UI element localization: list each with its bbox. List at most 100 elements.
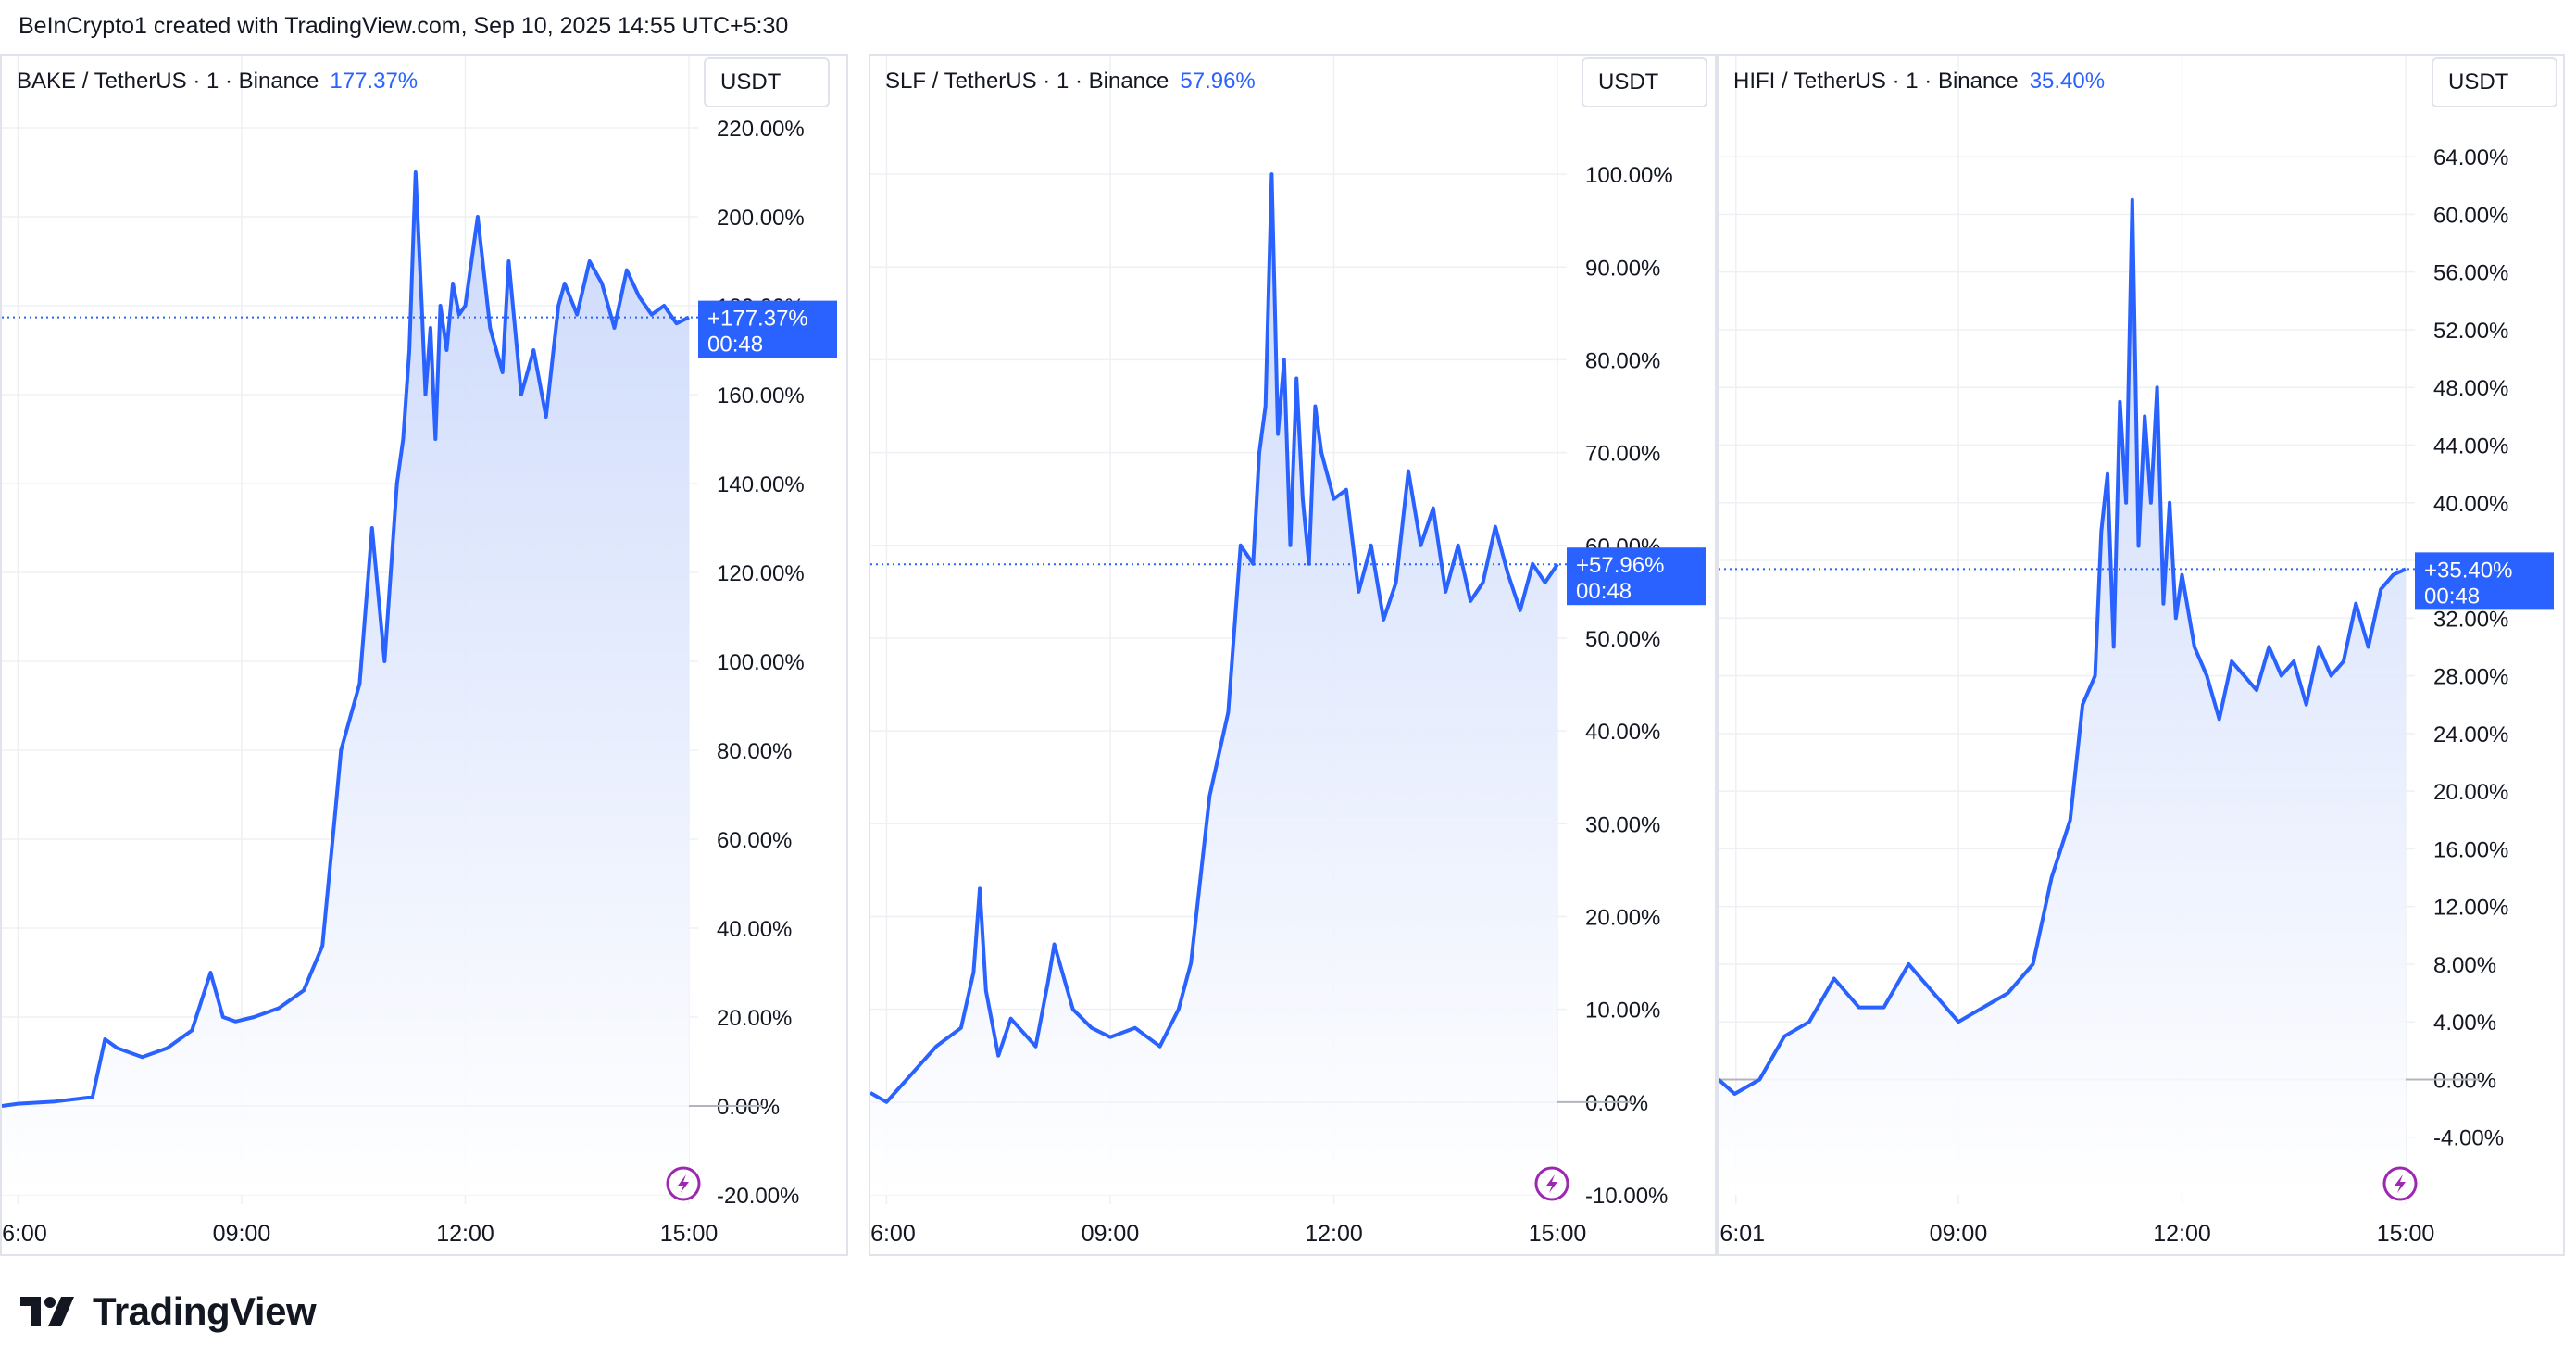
last-price-tag: +35.40%00:48 [2415, 552, 2554, 610]
last-price-value: +177.37% [707, 307, 808, 332]
y-tick-label: 4.00% [2433, 1011, 2496, 1036]
flash-icon[interactable] [1534, 1166, 1569, 1201]
last-price-value: +57.96% [1576, 553, 1664, 578]
y-tick-label: 20.00% [717, 1006, 792, 1031]
legend-symbol: BAKE / TetherUS · 1 · Binance 177.37% [17, 69, 418, 94]
y-tick-label: 20.00% [2433, 780, 2508, 805]
x-tick-label: 15:00 [1529, 1221, 1587, 1247]
x-axis-clip [2517, 1212, 2563, 1254]
y-tick-label: 40.00% [1585, 720, 1660, 745]
legend-change-value: 57.96% [1180, 69, 1256, 94]
y-tick-label: 50.00% [1585, 627, 1660, 652]
y-tick-label: 80.00% [717, 739, 792, 764]
y-tick-label: 90.00% [1585, 256, 1660, 281]
chart-panel-slf[interactable]: 100.00% 90.00% 80.00% 70.00% 60.00% 50.00% 40.… [869, 54, 1717, 1256]
chart-panel-bake[interactable]: 220.00%200.00%180.00%160.00%140.00%120.0… [0, 54, 848, 1256]
last-price-tag: +177.37%00:48 [698, 300, 837, 358]
countdown-timer: 00:48 [707, 333, 763, 358]
y-tick-label: 30.00% [1585, 812, 1660, 837]
y-tick-label: 0.00% [717, 1095, 780, 1120]
currency-unit-button[interactable]: USDT [704, 57, 830, 107]
chart-canvas: 220.00%200.00%180.00%160.00%140.00%120.0… [2, 56, 846, 1254]
y-tick-label: 64.00% [2433, 145, 2508, 170]
legend-change-value: 177.37% [330, 69, 419, 94]
y-tick-label: 16.00% [2433, 837, 2508, 862]
x-tick-label: 15:00 [2377, 1221, 2435, 1247]
legend-change-value: 35.40% [2029, 69, 2106, 94]
y-tick-label: 8.00% [2433, 953, 2496, 978]
series-area [1719, 199, 2406, 1195]
x-tick-label: 06:01 [1719, 1221, 1765, 1247]
y-tick-label: 80.00% [1585, 348, 1660, 373]
last-price-value: +35.40% [2424, 558, 2512, 583]
last-price-tag-bg [698, 300, 837, 358]
y-tick-label: 200.00% [717, 206, 805, 231]
series-area [2, 172, 689, 1195]
legend-symbol-text: HIFI / TetherUS · 1 · Binance [1733, 69, 2019, 94]
y-tick-label: 44.00% [2433, 433, 2508, 458]
legend-symbol: HIFI / TetherUS · 1 · Binance 35.40% [1733, 69, 2105, 94]
y-tick-label: 20.00% [1585, 905, 1660, 930]
y-tick-label: 60.00% [2433, 203, 2508, 228]
y-tick-label: 40.00% [717, 917, 792, 942]
x-tick-label: 06:00 [2, 1221, 47, 1247]
y-tick-label: 120.00% [717, 561, 805, 586]
chart-panel-hifi[interactable]: 64.00% 60.00% 56.00% 52.00% 48.00% 44.00% 40.0… [1717, 54, 2565, 1256]
x-tick-label: 12:00 [2153, 1221, 2211, 1247]
chart-credit-text: BeInCrypto1 created with TradingView.com… [19, 13, 789, 39]
y-tick-label: 160.00% [717, 383, 805, 408]
legend-symbol-text: SLF / TetherUS · 1 · Binance [885, 69, 1169, 94]
series-area [870, 174, 1557, 1196]
x-tick-label: 06:00 [870, 1221, 916, 1247]
logo-wordmark: TradingView [93, 1289, 317, 1333]
countdown-timer: 00:48 [1576, 579, 1632, 604]
flash-icon[interactable] [2382, 1166, 2418, 1201]
flash-icon[interactable] [666, 1166, 701, 1201]
chart-canvas: 100.00%90.00%80.00%70.00%60.00%50.00%40.… [870, 56, 1715, 1254]
tradingview-logo-icon [20, 1297, 74, 1326]
legend-symbol: SLF / TetherUS · 1 · Binance 57.96% [885, 69, 1256, 94]
y-tick-label: 52.00% [2433, 319, 2508, 344]
y-tick-label: 60.00% [717, 828, 792, 853]
series-line [870, 172, 1559, 1104]
y-tick-label: 220.00% [717, 117, 805, 142]
flash-icon-bolt [1546, 1174, 1557, 1193]
y-tick-label: 100.00% [1585, 163, 1673, 188]
y-tick-label: 70.00% [1585, 442, 1660, 467]
y-tick-label: 24.00% [2433, 722, 2508, 747]
y-tick-label: 56.00% [2433, 261, 2508, 286]
tradingview-logo[interactable]: TradingView [20, 1289, 317, 1334]
y-tick-label: 0.00% [1585, 1091, 1648, 1116]
x-tick-label: 09:00 [1930, 1221, 1988, 1247]
currency-unit-button[interactable]: USDT [1582, 57, 1707, 107]
x-axis-clip [800, 1212, 846, 1254]
flash-icon-bolt [2395, 1174, 2406, 1193]
x-tick-label: 15:00 [660, 1221, 719, 1247]
chart-canvas: 64.00% 60.00% 56.00% 52.00% 48.00% 44.00% 40.0… [1719, 56, 2563, 1254]
y-tick-label: -10.00% [1585, 1184, 1668, 1209]
currency-unit-button[interactable]: USDT [2432, 57, 2557, 107]
y-tick-label: 32.00% [2433, 607, 2508, 632]
x-tick-label: 09:00 [1082, 1221, 1140, 1247]
series-line [2, 170, 690, 1108]
y-tick-label: 100.00% [717, 650, 805, 675]
y-tick-label: -4.00% [2433, 1126, 2504, 1151]
x-tick-label: 12:00 [436, 1221, 494, 1247]
y-tick-label: 0.00% [2433, 1068, 2496, 1093]
x-axis-clip [1669, 1212, 1715, 1254]
y-tick-label: 12.00% [2433, 896, 2508, 921]
y-tick-label: 40.00% [2433, 492, 2508, 517]
series-line [1719, 197, 2407, 1096]
countdown-timer: 00:48 [2424, 584, 2480, 609]
flash-icon-bolt [678, 1174, 689, 1193]
y-tick-label: 10.00% [1585, 998, 1660, 1024]
y-tick-label: 140.00% [717, 472, 805, 497]
last-price-tag-bg [2415, 552, 2554, 610]
legend-symbol-text: BAKE / TetherUS · 1 · Binance [17, 69, 319, 94]
x-tick-label: 09:00 [213, 1221, 271, 1247]
y-tick-label: 48.00% [2433, 376, 2508, 401]
y-tick-label: 28.00% [2433, 665, 2508, 690]
x-tick-label: 12:00 [1305, 1221, 1363, 1247]
y-tick-label: -20.00% [717, 1184, 799, 1209]
last-price-tag-bg [1567, 547, 1706, 606]
